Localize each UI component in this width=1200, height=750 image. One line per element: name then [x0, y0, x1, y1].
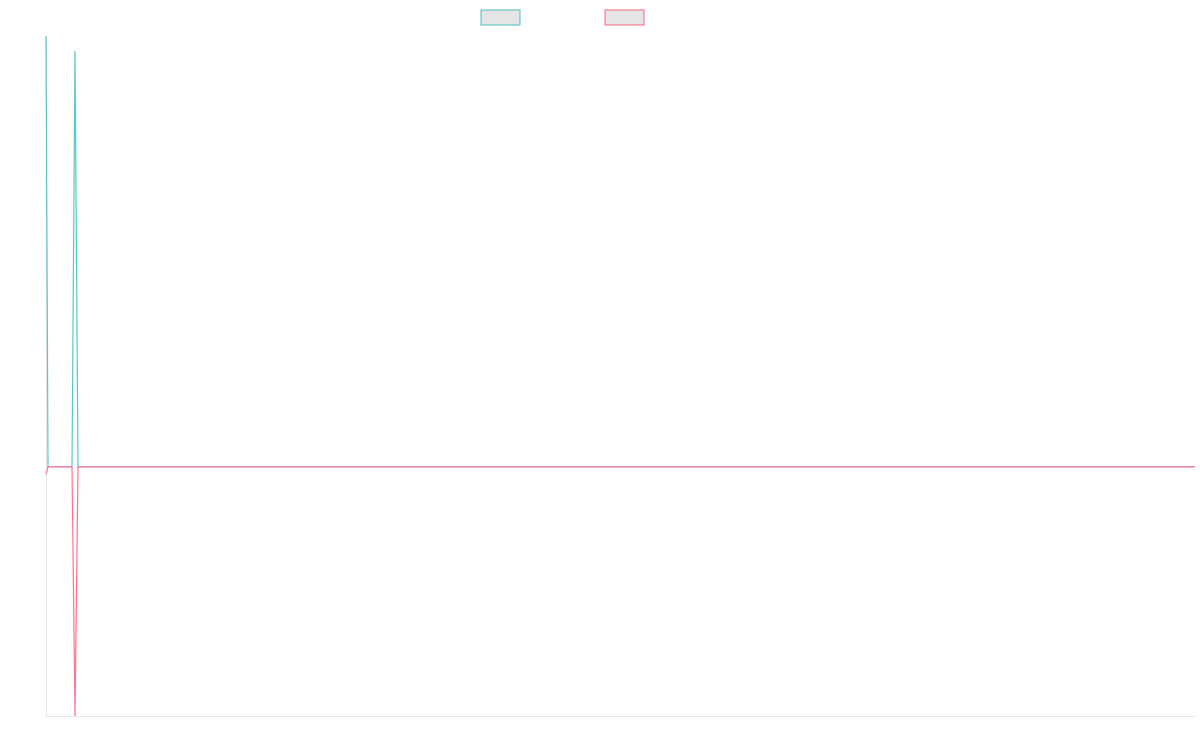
- legend-swatch-1[interactable]: [480, 9, 521, 26]
- legend-swatch-2[interactable]: [604, 9, 645, 26]
- series-group: [45, 35, 1195, 717]
- series-line-2: [45, 466, 1195, 717]
- legend: [480, 9, 645, 26]
- series-line-1: [45, 35, 1195, 468]
